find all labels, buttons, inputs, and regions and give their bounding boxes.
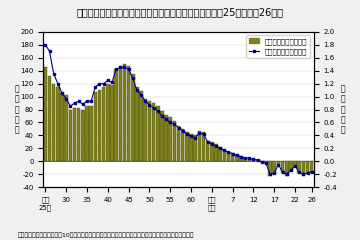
Bar (276, 161, 280, 164)
Bar (69, 109, 72, 161)
Bar (172, 121, 176, 161)
Bar (227, 152, 230, 161)
Bar (222, 150, 226, 161)
Bar (118, 66, 122, 161)
Text: （注）人口増減率は，前年10月から当年９月までの人口増減数を前年人口（閏算人口）で除したもの。: （注）人口増減率は，前年10月から当年９月までの人口増減数を前年人口（閏算人口）… (18, 232, 194, 238)
Bar (206, 141, 210, 161)
Bar (102, 87, 105, 161)
Bar (94, 92, 97, 161)
Text: 図１　総人口の人口増減数及び人口増減率の推移（昭和25年〜平成26年）: 図１ 総人口の人口増減数及び人口増減率の推移（昭和25年〜平成26年） (76, 7, 284, 17)
Bar (256, 160, 259, 161)
Bar (185, 132, 189, 161)
Bar (297, 161, 301, 173)
Bar (264, 161, 268, 163)
Bar (177, 126, 180, 161)
Bar (168, 117, 172, 161)
Bar (214, 144, 218, 161)
Bar (106, 84, 109, 161)
Bar (281, 161, 284, 173)
Bar (285, 161, 288, 175)
Bar (243, 158, 247, 161)
Bar (110, 85, 114, 161)
Bar (198, 131, 201, 161)
Bar (144, 99, 147, 161)
Y-axis label: 人
口
増
減
数: 人 口 増 減 数 (15, 84, 20, 135)
Bar (156, 106, 159, 161)
Bar (310, 161, 314, 173)
Bar (135, 87, 139, 161)
Bar (248, 158, 251, 161)
Bar (64, 95, 68, 161)
Bar (306, 161, 309, 174)
Bar (235, 155, 239, 161)
Bar (210, 142, 213, 161)
Bar (160, 111, 164, 161)
Bar (85, 106, 89, 161)
Bar (268, 161, 272, 175)
Bar (164, 115, 168, 161)
Bar (260, 161, 264, 162)
Bar (219, 147, 222, 161)
Bar (239, 156, 243, 161)
Bar (152, 103, 156, 161)
Bar (231, 153, 234, 161)
Bar (123, 64, 126, 161)
Bar (302, 161, 305, 175)
Bar (139, 91, 143, 161)
Bar (81, 109, 85, 161)
Bar (131, 74, 135, 161)
Bar (114, 69, 118, 161)
Bar (127, 66, 130, 161)
Bar (202, 132, 205, 161)
Bar (48, 76, 51, 161)
Bar (189, 134, 193, 161)
Bar (60, 93, 64, 161)
Bar (56, 87, 60, 161)
Bar (193, 135, 197, 161)
Bar (73, 108, 76, 161)
Bar (52, 84, 55, 161)
Y-axis label: 人
口
増
減
率: 人 口 増 減 率 (340, 84, 345, 135)
Bar (148, 101, 151, 161)
Bar (89, 106, 93, 161)
Bar (289, 161, 293, 171)
Bar (181, 129, 184, 161)
Bar (44, 67, 47, 161)
Bar (98, 90, 101, 161)
Bar (77, 108, 80, 161)
Bar (293, 161, 297, 167)
Bar (252, 159, 255, 161)
Legend: 人口増減数（左目盛）, 人口増減率（右目盛）: 人口増減数（左目盛）, 人口増減率（右目盛） (246, 35, 310, 58)
Bar (273, 161, 276, 174)
